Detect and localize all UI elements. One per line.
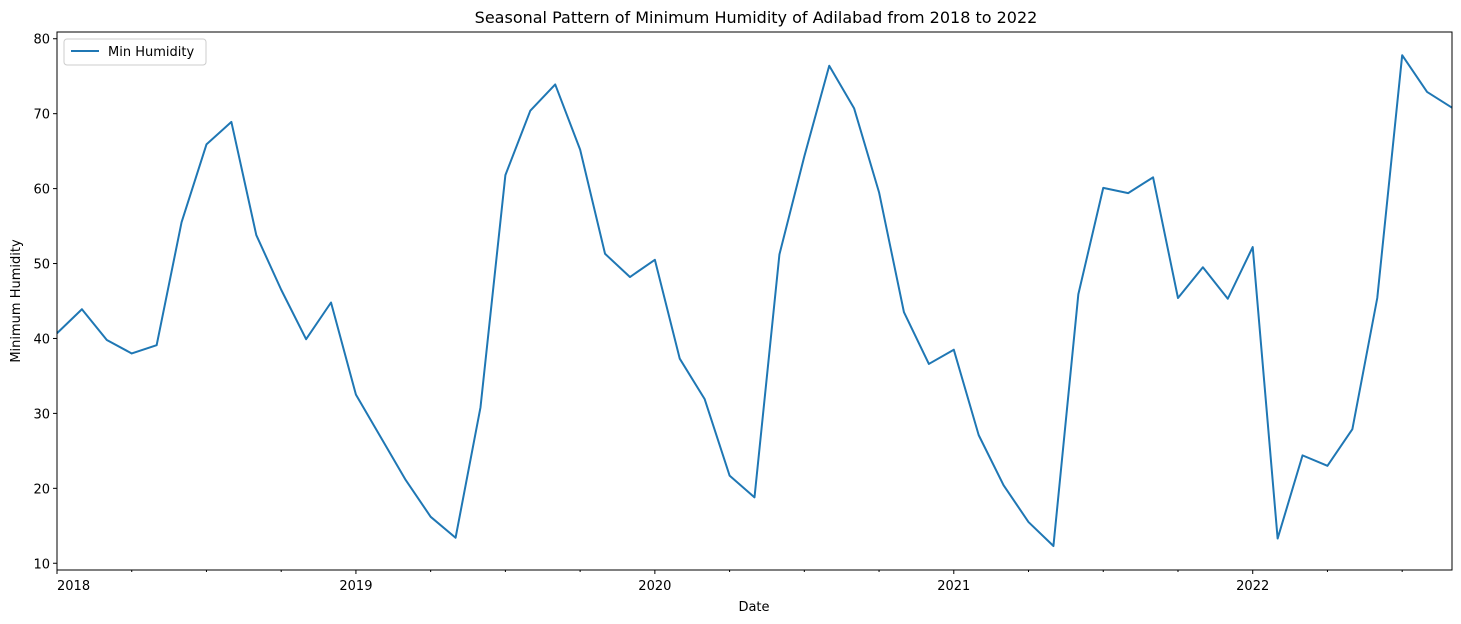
chart-title: Seasonal Pattern of Minimum Humidity of … xyxy=(475,8,1038,27)
x-tick-label: 2020 xyxy=(638,579,671,594)
x-tick-label: 2018 xyxy=(57,579,90,594)
x-tick-label: 2022 xyxy=(1236,579,1269,594)
y-tick-label: 20 xyxy=(33,482,50,497)
x-axis: 2018 2019 2020 2021 2022 xyxy=(56,570,1403,594)
x-tick-label: 2021 xyxy=(937,579,970,594)
legend: Min Humidity xyxy=(63,38,207,66)
y-axis-label: Minimum Humidity xyxy=(9,239,24,363)
plot-frame xyxy=(56,31,1453,571)
y-tick-label: 30 xyxy=(33,407,50,422)
x-tick-label: 2019 xyxy=(339,579,372,594)
y-tick-label: 10 xyxy=(33,557,50,572)
series-layer xyxy=(56,54,1453,548)
series-line-min-humidity xyxy=(56,54,1453,548)
y-tick-label: 60 xyxy=(33,183,50,198)
y-tick-label: 80 xyxy=(33,33,50,48)
plot-area: 10 20 30 40 50 60 70 80 2018 2019 2020 2021 2022 xyxy=(33,31,1453,594)
y-tick-label: 50 xyxy=(33,258,50,273)
x-axis-label: Date xyxy=(738,600,769,615)
y-tick-label: 70 xyxy=(33,108,50,123)
legend-box xyxy=(63,38,207,66)
y-axis: 10 20 30 40 50 60 70 80 xyxy=(33,33,57,572)
legend-label: Min Humidity xyxy=(108,45,194,60)
y-tick-label: 40 xyxy=(33,332,50,347)
